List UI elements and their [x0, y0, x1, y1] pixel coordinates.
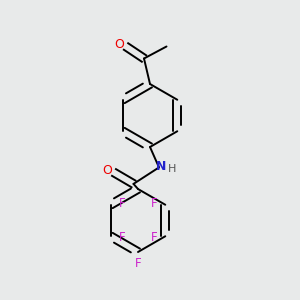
Text: O: O: [103, 164, 112, 177]
Text: F: F: [119, 197, 125, 210]
Text: F: F: [151, 197, 157, 210]
Text: F: F: [151, 231, 157, 244]
Text: O: O: [115, 38, 124, 51]
Text: N: N: [156, 160, 167, 173]
Text: F: F: [119, 231, 125, 244]
Text: H: H: [168, 164, 176, 174]
Text: F: F: [135, 257, 141, 270]
